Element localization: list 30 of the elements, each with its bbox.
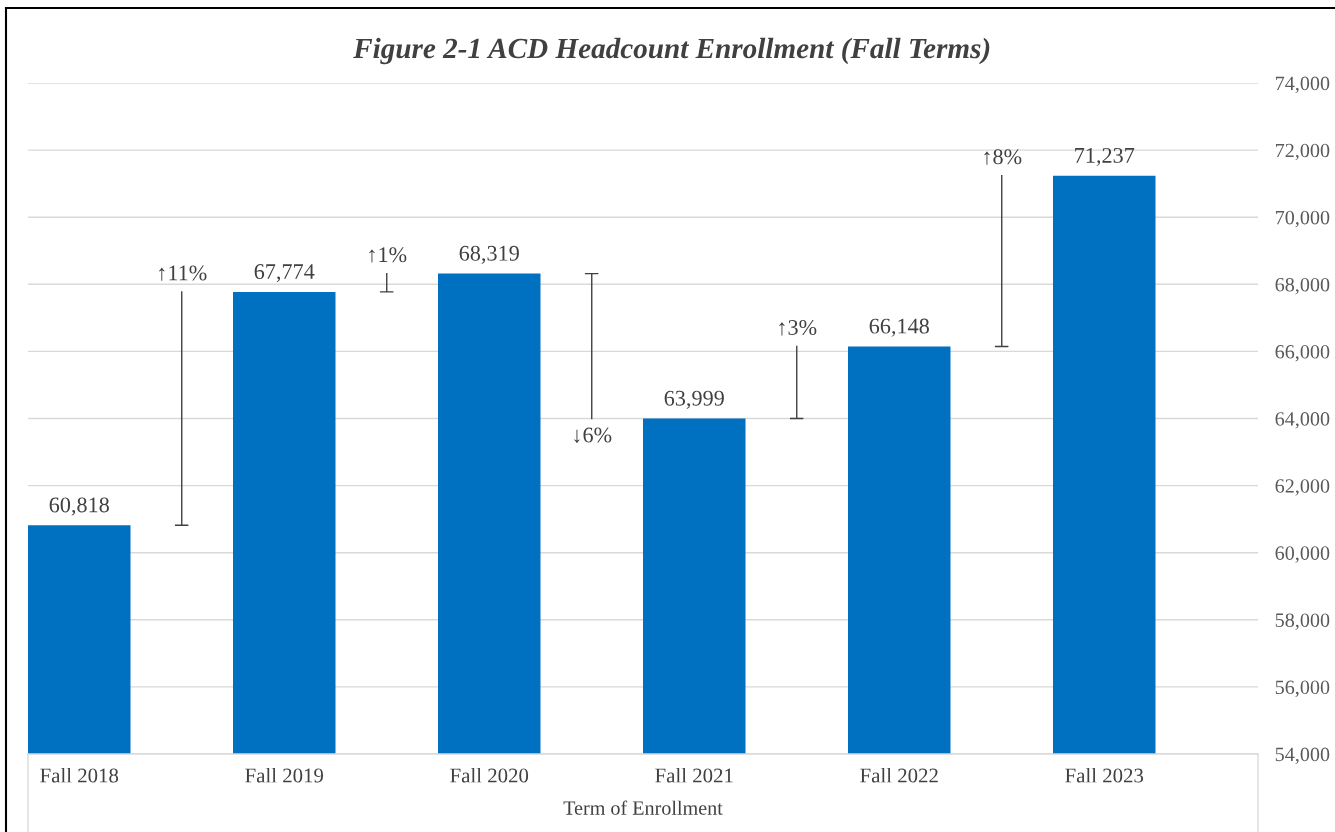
y-tick-label: 54,000 xyxy=(1275,747,1330,765)
annotation: ↑1% xyxy=(369,247,407,263)
x-tick-label: Fall 2023 xyxy=(1065,767,1144,783)
x-tick-label: Fall 2018 xyxy=(40,767,119,783)
x-tick-label: Fall 2020 xyxy=(450,767,529,783)
y-tick-label: 58,000 xyxy=(1275,613,1330,630)
data-label: 68,319 xyxy=(459,245,519,264)
y-tick-label: 70,000 xyxy=(1275,210,1330,228)
annotation: ↓6% xyxy=(574,427,612,443)
y-tick-label: 62,000 xyxy=(1275,479,1330,496)
data-label: 66,148 xyxy=(869,318,929,337)
y-tick-label: 64,000 xyxy=(1275,412,1330,429)
data-label: 60,818 xyxy=(49,497,109,516)
data-label: 63,999 xyxy=(664,390,724,409)
y-tick-label: 60,000 xyxy=(1275,546,1330,563)
chart-title: Figure 2-1 ACD Headcount Enrollment (Fall Terms) xyxy=(353,37,990,65)
x-tick-label: Fall 2021 xyxy=(655,767,733,783)
y-tick-label: 72,000 xyxy=(1275,143,1330,161)
x-tick-label: Fall 2019 xyxy=(245,767,324,783)
data-label: 67,774 xyxy=(254,264,315,283)
annotation: ↑8% xyxy=(984,149,1022,165)
annotation: ↑11% xyxy=(159,265,207,281)
data-label: 71,237 xyxy=(1075,147,1135,167)
annotation: ↑3% xyxy=(779,319,817,336)
y-tick-label: 68,000 xyxy=(1275,277,1330,295)
y-tick-label: 74,000 xyxy=(1275,76,1330,94)
y-tick-label: 66,000 xyxy=(1275,344,1330,362)
y-tick-label: 56,000 xyxy=(1275,680,1330,697)
x-axis-title: Term of Enrollment xyxy=(563,800,723,815)
x-tick-label: Fall 2022 xyxy=(860,767,938,783)
